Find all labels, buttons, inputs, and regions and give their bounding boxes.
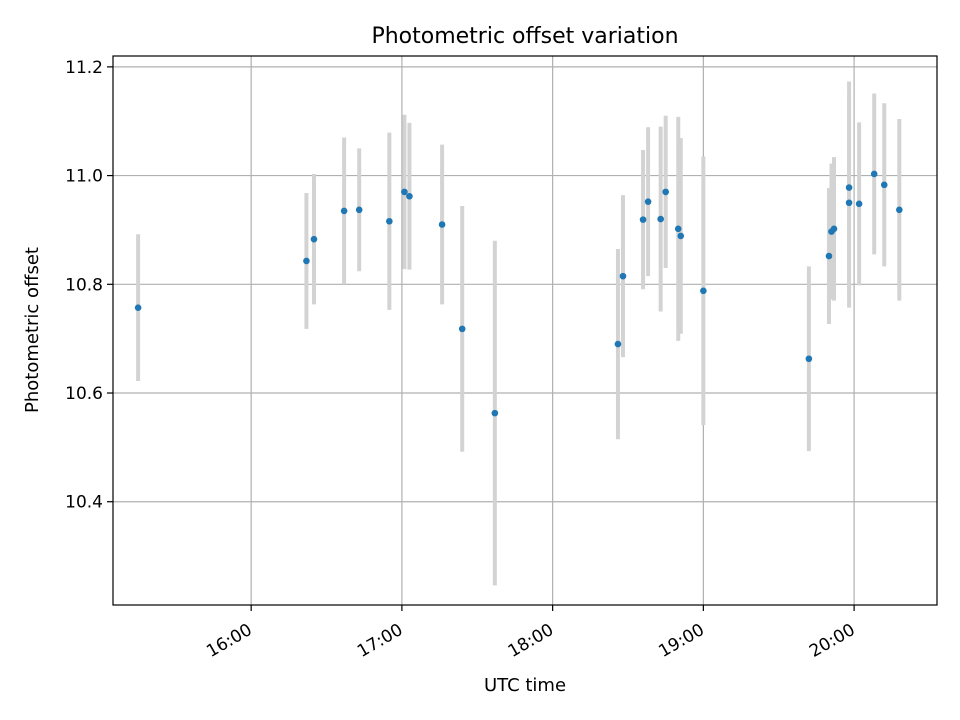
data-point — [677, 232, 685, 240]
data-point — [845, 199, 853, 207]
data-point — [303, 257, 310, 265]
data-point — [870, 170, 878, 178]
data-point — [458, 325, 466, 333]
data-point — [700, 287, 707, 295]
data-point — [355, 206, 363, 214]
data-point — [619, 272, 627, 280]
y-tick-label: 10.8 — [65, 275, 103, 295]
grid — [113, 56, 937, 605]
data-point — [674, 225, 682, 233]
plot-frame — [112, 55, 938, 606]
y-tick-label: 10.6 — [65, 384, 103, 404]
y-tick-label: 11.0 — [65, 167, 103, 187]
data-point — [805, 355, 813, 363]
data-point — [340, 207, 348, 215]
data-point — [386, 217, 393, 225]
data-point — [644, 198, 652, 205]
data-point — [134, 304, 142, 311]
data-point — [657, 215, 664, 223]
x-axis-label: UTC time — [484, 675, 566, 696]
data-point — [614, 340, 622, 348]
data-point — [639, 216, 647, 223]
data-point — [401, 188, 408, 196]
data-point — [406, 192, 413, 200]
data-point — [662, 188, 669, 196]
data-point — [896, 206, 903, 214]
data-point — [491, 409, 499, 417]
data-point — [880, 181, 888, 189]
data-point — [438, 221, 446, 228]
chart-title: Photometric offset variation — [371, 24, 678, 49]
data-point — [845, 184, 853, 191]
data-point — [830, 225, 838, 233]
data-point — [825, 252, 833, 260]
data-point — [310, 235, 318, 243]
y-tick-label: 10.4 — [65, 493, 103, 513]
data-point — [855, 200, 863, 208]
y-axis-label: Photometric offset — [22, 247, 43, 413]
y-tick-label: 11.2 — [65, 58, 103, 78]
data-points — [134, 170, 903, 417]
